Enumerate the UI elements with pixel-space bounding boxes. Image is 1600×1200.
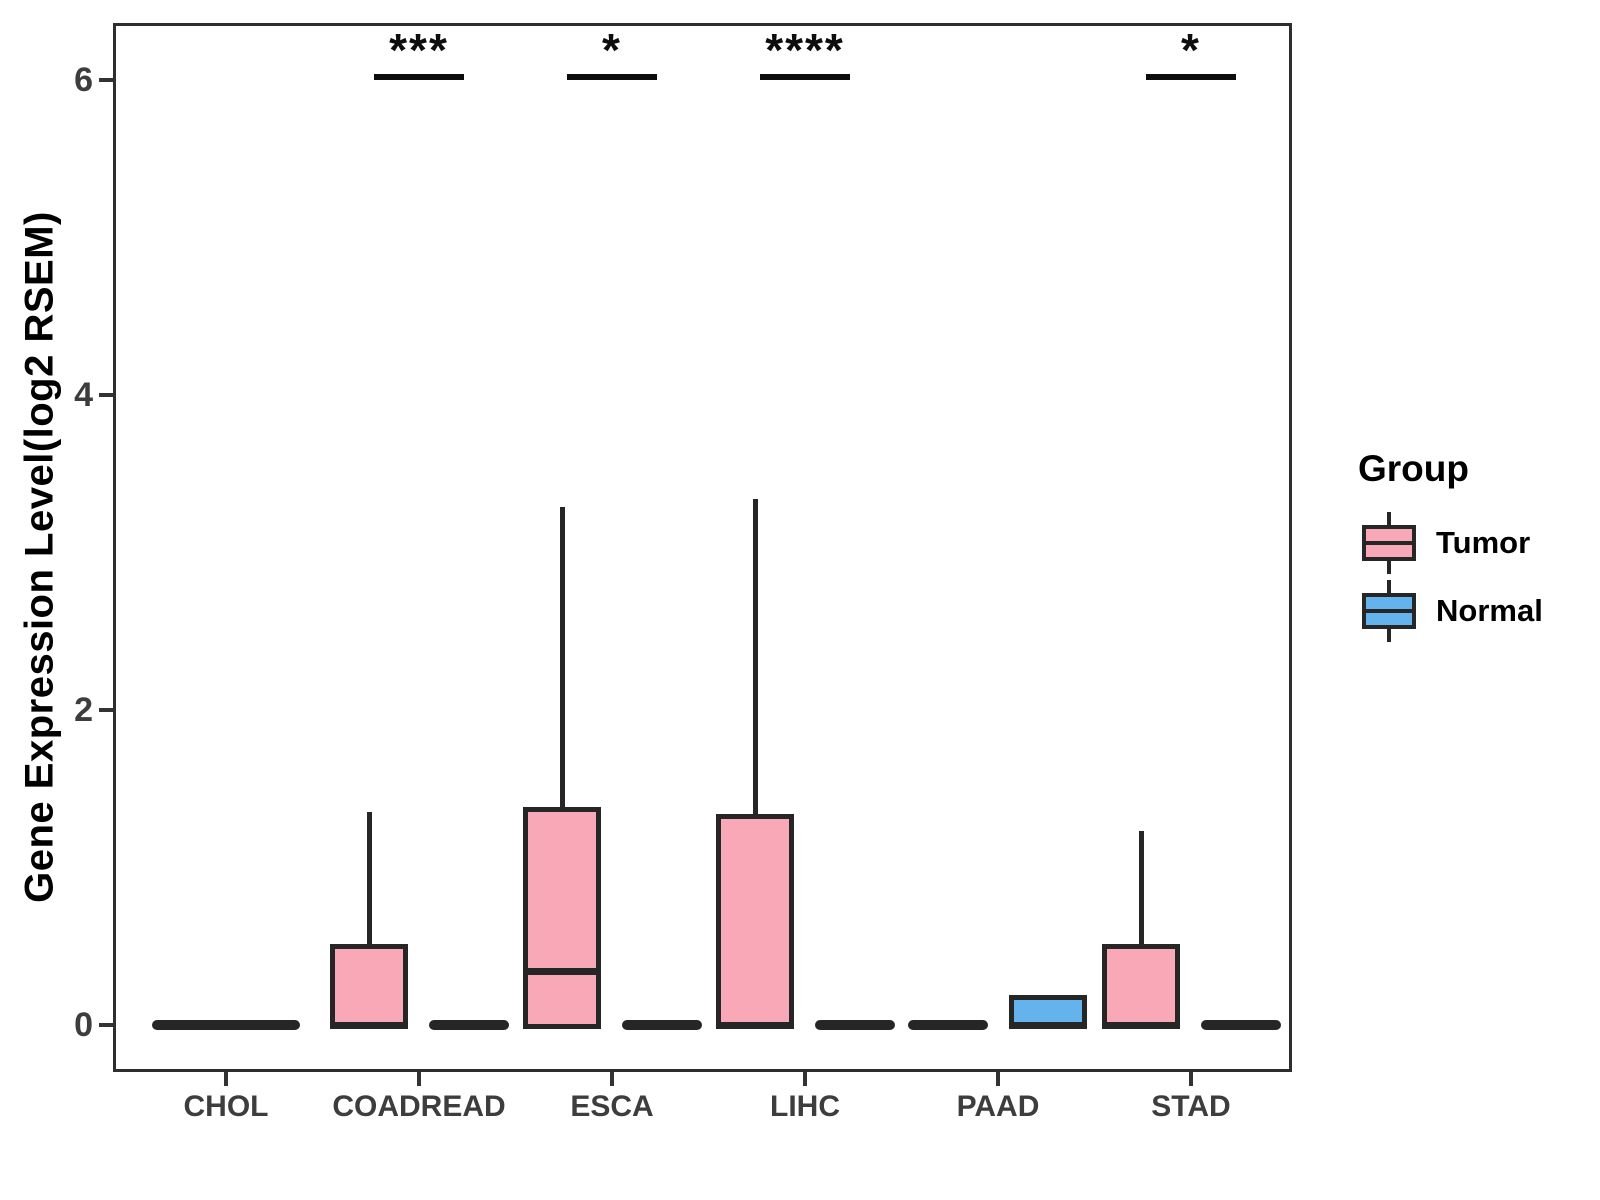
x-tick-mark (224, 1072, 228, 1086)
x-tick-mark (1189, 1072, 1193, 1086)
normal-box-lihc (815, 1020, 895, 1030)
tumor-box-lihc-median (716, 1022, 794, 1029)
tumor-box-lihc-whisker (753, 498, 758, 816)
significance-label-lihc: **** (765, 24, 845, 76)
tumor-boxplot-icon (1360, 510, 1418, 576)
tumor-box-esca-median (523, 968, 601, 976)
x-tick-label-esca: ESCA (570, 1090, 654, 1123)
legend-item-tumor: Tumor (1360, 510, 1530, 576)
y-axis-title: Gene Expression Level(log2 RSEM) (17, 211, 62, 903)
tumor-box-stad (1102, 944, 1180, 1029)
tumor-box-coadread (330, 944, 408, 1029)
significance-bar-coadread (374, 74, 464, 80)
x-tick-label-chol: CHOL (183, 1090, 269, 1123)
y-tick-mark (99, 708, 113, 712)
y-tick-mark (99, 78, 113, 82)
tumor-box-lihc (716, 813, 794, 1029)
normal-box-coadread (429, 1020, 509, 1030)
tumor-box-paad (908, 1020, 988, 1030)
y-tick-mark (99, 393, 113, 397)
significance-bar-esca (567, 74, 657, 80)
x-tick-label-paad: PAAD (956, 1090, 1040, 1123)
x-tick-mark (996, 1072, 1000, 1086)
significance-label-stad: * (1181, 24, 1201, 76)
x-tick-mark (417, 1072, 421, 1086)
tumor-box-esca (523, 807, 601, 1029)
x-tick-label-lihc: LIHC (770, 1090, 840, 1123)
legend-label-tumor: Tumor (1436, 525, 1531, 560)
significance-label-esca: * (602, 24, 622, 76)
significance-bar-lihc (760, 74, 850, 80)
tumor-box-coadread-whisker (367, 812, 372, 947)
y-tick-label: 4 (74, 376, 93, 414)
significance-label-coadread: *** (389, 24, 449, 76)
x-tick-mark (610, 1072, 614, 1086)
legend-title: Group (1358, 448, 1469, 489)
normal-boxplot-icon (1360, 578, 1418, 644)
x-tick-label-stad: STAD (1151, 1090, 1231, 1123)
normal-box-paad-median (1009, 1022, 1087, 1029)
tumor-box-coadread-median (330, 1022, 408, 1029)
tumor-box-stad-median (1102, 1022, 1180, 1029)
flat-box-chol (152, 1020, 300, 1030)
plot-panel (113, 23, 1292, 1072)
tumor-box-esca-whisker (560, 506, 565, 810)
significance-bar-stad (1146, 74, 1236, 80)
legend: Group Tumor Normal (1352, 448, 1592, 642)
y-tick-label: 2 (74, 691, 93, 729)
legend-item-normal: Normal (1360, 578, 1543, 644)
y-tick-label: 0 (74, 1006, 93, 1044)
normal-box-stad (1201, 1020, 1281, 1030)
x-tick-mark (803, 1072, 807, 1086)
normal-box-esca (622, 1020, 702, 1030)
y-tick-mark (99, 1023, 113, 1027)
legend-label-normal: Normal (1436, 593, 1543, 628)
y-tick-label: 6 (74, 61, 93, 99)
x-tick-label-coadread: COADREAD (332, 1090, 506, 1123)
tumor-box-stad-whisker (1139, 831, 1144, 947)
